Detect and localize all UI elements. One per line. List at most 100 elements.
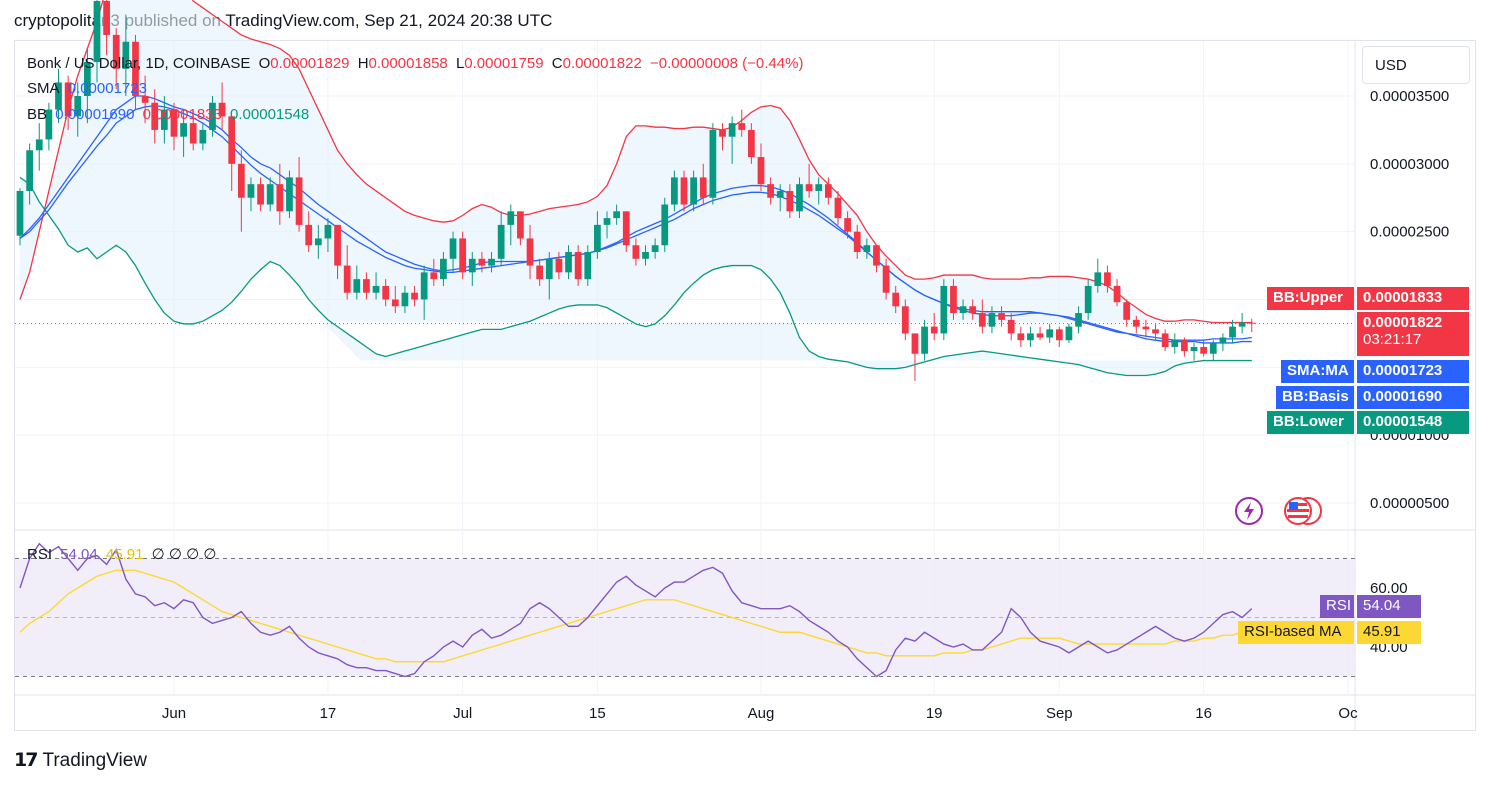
candle	[969, 299, 977, 320]
close-label: C	[551, 55, 563, 72]
bb-lower-value: 0.00001548	[230, 106, 310, 123]
candle-body	[160, 109, 168, 130]
candle	[507, 204, 515, 246]
candle-body	[1248, 322, 1256, 324]
candle-body	[64, 82, 72, 117]
candle	[757, 143, 765, 191]
candle	[517, 211, 524, 246]
candle	[26, 143, 33, 205]
candle-body	[353, 279, 361, 293]
candle	[257, 177, 264, 212]
candle-body	[988, 313, 996, 327]
rsi-label: RSI	[27, 546, 53, 563]
candle-body	[459, 238, 467, 273]
candle	[1055, 326, 1063, 347]
candle	[651, 238, 659, 259]
low-value: 0.00001759	[464, 55, 544, 72]
candle-body	[1075, 313, 1082, 327]
sma-value: 0.00001723	[67, 80, 147, 97]
candle	[353, 265, 361, 300]
tradingview-logo[interactable]: 17 TradingView	[14, 749, 147, 772]
candle	[93, 0, 101, 83]
open-label: O	[258, 55, 271, 72]
candle-body	[209, 102, 216, 130]
candle	[305, 211, 313, 253]
candle	[709, 123, 717, 205]
candle-body	[1142, 326, 1150, 330]
candle-body	[545, 258, 553, 280]
lightning-icon[interactable]	[1233, 495, 1265, 527]
candle	[1142, 319, 1150, 338]
candle-body	[594, 224, 601, 253]
candle	[555, 252, 563, 280]
high-value: 0.00001858	[368, 55, 448, 72]
candle-body	[709, 129, 717, 198]
candle-body	[35, 139, 43, 151]
candle	[882, 258, 890, 300]
candle	[661, 197, 669, 253]
candle	[892, 285, 900, 314]
candle	[122, 14, 130, 96]
candle-body	[372, 285, 380, 293]
candle	[594, 211, 601, 259]
candle-body	[93, 1, 101, 63]
bb-upper-name-tag: BB:Upper	[1267, 287, 1354, 310]
candle-body	[103, 1, 110, 35]
candle	[738, 109, 746, 137]
currency-button[interactable]: USD	[1362, 46, 1470, 84]
candle	[824, 177, 832, 205]
candle-body	[180, 123, 187, 137]
candle	[132, 34, 139, 110]
candle-body	[305, 224, 313, 246]
candle-body	[449, 238, 457, 259]
x-tick-label: 15	[589, 705, 606, 722]
candle-body	[488, 258, 495, 266]
candle	[334, 224, 341, 280]
candle-body	[1046, 329, 1054, 338]
candle	[372, 272, 380, 300]
tradingview-logo-icon: 17	[14, 749, 38, 771]
candle-body	[834, 197, 842, 219]
candle-body	[796, 184, 803, 212]
candle-body	[122, 41, 130, 69]
candle-body	[1104, 272, 1111, 286]
candle	[314, 224, 322, 259]
candle	[228, 116, 236, 191]
candle	[74, 82, 82, 137]
rsi-ma-line	[19, 569, 1252, 663]
candle	[719, 123, 726, 151]
rsi-value-tag: 54.04	[1357, 595, 1421, 618]
candle	[690, 170, 697, 212]
candle	[488, 252, 495, 273]
candle	[565, 245, 572, 280]
candle	[430, 258, 438, 286]
candle-body	[382, 285, 390, 300]
candle	[189, 109, 197, 151]
open-value: 0.00001829	[270, 55, 350, 72]
candle-body	[882, 265, 890, 293]
candle	[921, 319, 928, 361]
x-tick-label: 17	[320, 705, 337, 722]
candle	[497, 211, 505, 266]
candle-body	[247, 184, 255, 198]
candle	[1007, 313, 1015, 341]
candle-body	[218, 102, 226, 117]
candle-body	[1209, 342, 1217, 354]
legend-row-bb: BB 0.00001690 0.00001833 0.00001548	[27, 106, 313, 123]
candle	[276, 163, 284, 225]
candle-body	[1238, 322, 1246, 327]
candle	[642, 245, 649, 266]
candle	[324, 218, 332, 253]
candle-body	[478, 258, 486, 266]
candle	[420, 265, 428, 320]
candle	[1104, 265, 1111, 293]
rsi-band-fill	[15, 558, 1355, 677]
candle-body	[805, 184, 813, 191]
candle	[767, 177, 774, 205]
close-value: 0.00001822	[562, 55, 642, 72]
bb-upper-line	[19, 0, 1252, 324]
symbol-label: Bonk / US Dollar, 1D, COINBASE	[27, 55, 251, 72]
bb-basis-price-tag: 0.00001690	[1357, 386, 1469, 409]
us-flag-icon[interactable]	[1282, 495, 1326, 527]
candle	[632, 238, 640, 266]
